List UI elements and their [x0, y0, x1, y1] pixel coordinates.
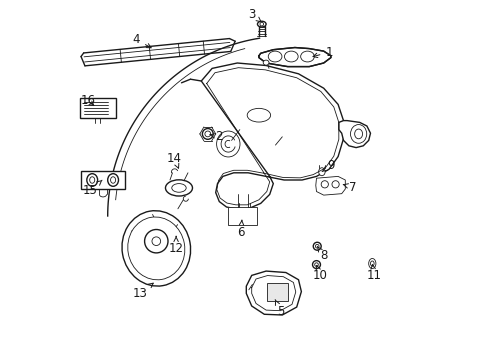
Ellipse shape: [107, 174, 118, 186]
Ellipse shape: [313, 242, 321, 250]
Ellipse shape: [268, 51, 282, 62]
Ellipse shape: [171, 184, 186, 192]
Polygon shape: [81, 171, 125, 189]
Ellipse shape: [300, 51, 314, 62]
Text: 7: 7: [343, 181, 356, 194]
Ellipse shape: [315, 244, 318, 248]
Text: 1: 1: [312, 46, 332, 59]
Ellipse shape: [368, 258, 375, 269]
Text: 6: 6: [237, 220, 244, 239]
Polygon shape: [338, 121, 370, 148]
Ellipse shape: [370, 261, 373, 266]
Ellipse shape: [318, 168, 325, 176]
Polygon shape: [315, 176, 345, 195]
Polygon shape: [266, 283, 288, 301]
Text: 13: 13: [132, 283, 153, 300]
Text: 3: 3: [247, 8, 261, 22]
Ellipse shape: [152, 237, 160, 246]
Ellipse shape: [144, 230, 168, 253]
Ellipse shape: [110, 177, 115, 183]
Polygon shape: [80, 98, 115, 118]
Text: 14: 14: [166, 152, 182, 168]
Ellipse shape: [122, 211, 190, 286]
Polygon shape: [258, 48, 330, 67]
Polygon shape: [246, 271, 301, 315]
Text: 12: 12: [168, 236, 183, 255]
Ellipse shape: [350, 125, 366, 143]
Ellipse shape: [257, 21, 265, 27]
Ellipse shape: [89, 177, 95, 183]
Ellipse shape: [354, 129, 362, 139]
Ellipse shape: [165, 180, 192, 196]
Polygon shape: [201, 63, 343, 209]
Ellipse shape: [202, 129, 213, 139]
Text: 5: 5: [275, 300, 284, 318]
Ellipse shape: [204, 131, 210, 137]
Ellipse shape: [331, 181, 339, 188]
Ellipse shape: [284, 51, 298, 62]
Text: 11: 11: [366, 265, 381, 282]
Ellipse shape: [87, 174, 98, 186]
Ellipse shape: [260, 22, 263, 26]
Text: 8: 8: [317, 246, 327, 262]
Text: 4: 4: [132, 33, 151, 48]
Text: 2: 2: [209, 130, 223, 143]
Polygon shape: [228, 207, 257, 225]
Ellipse shape: [127, 217, 184, 280]
Ellipse shape: [247, 108, 270, 122]
Text: 10: 10: [312, 266, 327, 282]
Ellipse shape: [321, 181, 328, 188]
Ellipse shape: [263, 60, 268, 65]
Text: 15: 15: [82, 180, 102, 197]
Ellipse shape: [312, 261, 320, 269]
Text: 9: 9: [322, 159, 334, 172]
Ellipse shape: [314, 263, 318, 266]
Text: 16: 16: [80, 94, 95, 107]
